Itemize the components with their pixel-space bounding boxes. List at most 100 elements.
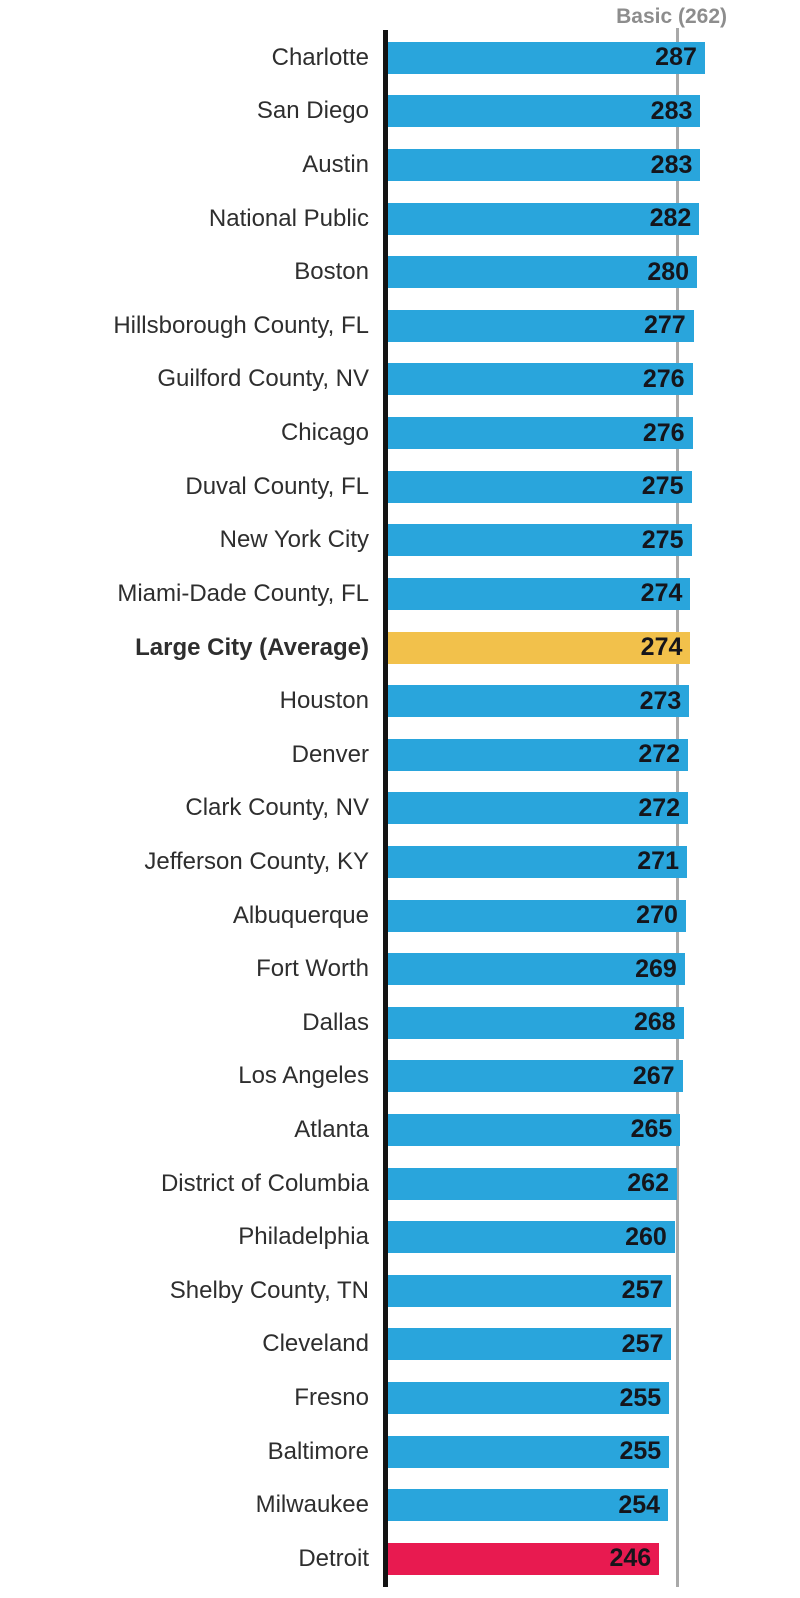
bar-track: 265 (388, 1113, 800, 1146)
value-label: 257 (621, 1329, 664, 1358)
category-label: Large City (Average) (135, 633, 369, 661)
value-bar: 283 (388, 95, 701, 128)
category-label: Houston (279, 687, 369, 715)
category-label: Shelby County, TN (169, 1276, 369, 1304)
value-bar: 274 (388, 577, 691, 610)
bar-track: 282 (388, 202, 800, 235)
bar-track: 283 (388, 95, 800, 128)
chart-row: Jefferson County, KY 271 (0, 835, 800, 889)
value-bar: 277 (388, 309, 694, 342)
value-bar: 255 (388, 1382, 670, 1415)
value-bar: 271 (388, 845, 687, 878)
category-label: Milwaukee (255, 1491, 369, 1519)
value-label: 271 (637, 847, 679, 876)
value-label: 269 (635, 954, 677, 983)
chart-row: Guilford County, NV 276 (0, 353, 800, 407)
bar-track: 268 (388, 1006, 800, 1039)
category-label: Fresno (294, 1384, 369, 1412)
chart-row: Boston 280 (0, 245, 800, 299)
category-label: Albuquerque (232, 901, 369, 929)
bar-track: 257 (388, 1328, 800, 1361)
category-label: Denver (291, 740, 369, 768)
chart-row: District of Columbia 262 (0, 1157, 800, 1211)
bar-track: 269 (388, 953, 800, 986)
category-label: Miami-Dade County, FL (117, 579, 369, 607)
value-label: 282 (649, 204, 692, 233)
value-bar: 275 (388, 524, 692, 557)
value-bar: 272 (388, 792, 689, 825)
value-label: 287 (655, 43, 697, 72)
value-bar: 262 (388, 1167, 677, 1200)
value-bar: 274 (388, 631, 691, 664)
chart-row: Cleveland 257 (0, 1318, 800, 1372)
chart-row: New York City 275 (0, 513, 800, 567)
chart-row: Milwaukee 254 (0, 1478, 800, 1532)
value-bar: 246 (388, 1542, 660, 1575)
chart-row: Chicago 276 (0, 406, 800, 460)
bar-track: 287 (388, 41, 800, 74)
bar-track: 255 (388, 1382, 800, 1415)
value-bar: 276 (388, 417, 693, 450)
value-bar: 275 (388, 470, 692, 503)
value-bar: 282 (388, 202, 700, 235)
bar-track: 272 (388, 738, 800, 771)
bar-track: 276 (388, 363, 800, 396)
chart-row: San Diego 283 (0, 85, 800, 139)
value-label: 270 (636, 901, 678, 930)
category-axis-line (383, 30, 388, 1587)
value-label: 276 (642, 364, 685, 393)
chart-row: National Public 282 (0, 192, 800, 246)
category-label: Chicago (280, 419, 369, 447)
chart-row: Miami-Dade County, FL 274 (0, 567, 800, 621)
value-label: 255 (619, 1383, 662, 1412)
category-label: National Public (208, 204, 369, 232)
value-label: 272 (638, 793, 681, 822)
value-label: 273 (639, 686, 682, 715)
category-label: Philadelphia (238, 1223, 369, 1251)
chart-row: Fresno 255 (0, 1371, 800, 1425)
value-label: 246 (609, 1544, 652, 1573)
bar-track: 271 (388, 845, 800, 878)
chart-row: Albuquerque 270 (0, 889, 800, 943)
value-label: 265 (630, 1115, 673, 1144)
bar-track: 273 (388, 685, 800, 718)
bar-track: 255 (388, 1435, 800, 1468)
category-label: District of Columbia (160, 1169, 369, 1197)
value-label: 276 (642, 418, 685, 447)
value-bar: 255 (388, 1435, 670, 1468)
value-label: 262 (627, 1169, 669, 1198)
value-bar: 287 (388, 41, 705, 74)
category-label: Austin (302, 151, 369, 179)
value-bar: 257 (388, 1328, 672, 1361)
value-bar: 276 (388, 363, 693, 396)
value-label: 275 (641, 472, 684, 501)
bar-track: 274 (388, 577, 800, 610)
bar-track: 275 (388, 524, 800, 557)
chart-row: Duval County, FL 275 (0, 460, 800, 514)
chart-row: Dallas 268 (0, 996, 800, 1050)
bar-track: 267 (388, 1060, 800, 1093)
bar-track: 257 (388, 1274, 800, 1307)
chart-row: Philadelphia 260 (0, 1210, 800, 1264)
value-bar: 269 (388, 953, 685, 986)
category-label: Charlotte (271, 43, 369, 71)
value-bar: 268 (388, 1006, 684, 1039)
category-label: Hillsborough County, FL (113, 311, 369, 339)
value-bar: 265 (388, 1113, 681, 1146)
bar-track: 272 (388, 792, 800, 825)
chart-rows: Charlotte 287 San Diego 283 Austin 283 Nationa… (0, 31, 800, 1586)
chart-row: Shelby County, TN 257 (0, 1264, 800, 1318)
chart-row: Atlanta 265 (0, 1103, 800, 1157)
value-label: 275 (641, 525, 684, 554)
category-label: Atlanta (294, 1115, 369, 1143)
bar-track: 275 (388, 470, 800, 503)
value-bar: 257 (388, 1274, 672, 1307)
value-bar: 260 (388, 1221, 675, 1254)
value-label: 274 (640, 633, 683, 661)
value-label: 268 (633, 1008, 676, 1037)
value-label: 255 (619, 1437, 662, 1466)
chart-row: Baltimore 255 (0, 1425, 800, 1479)
value-label: 283 (650, 150, 693, 179)
chart-row: Clark County, NV 272 (0, 782, 800, 836)
